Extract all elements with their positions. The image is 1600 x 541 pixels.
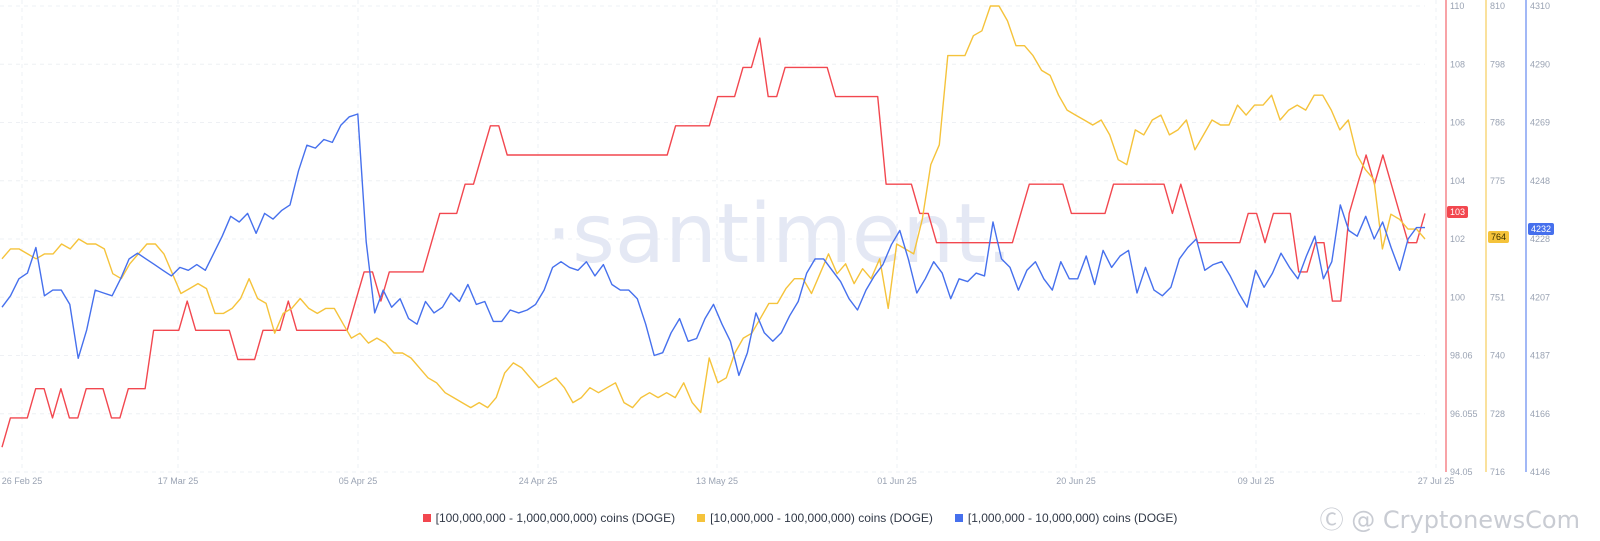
- y-tick-label-blue: 4228: [1530, 234, 1550, 244]
- grid: [0, 0, 1437, 473]
- legend: [100,000,000 - 1,000,000,000) coins (DOG…: [0, 511, 1600, 525]
- legend-item-yellow[interactable]: [10,000,000 - 100,000,000) coins (DOGE): [697, 511, 933, 525]
- legend-label-blue: [1,000,000 - 10,000,000) coins (DOGE): [967, 511, 1178, 525]
- current-value-blue: 4232: [1528, 223, 1555, 235]
- y-tick-label-yellow: 798: [1490, 59, 1505, 69]
- y-tick-label-blue: 4146: [1530, 467, 1550, 477]
- credit: Ⓒ @ CryptonewsCom: [1319, 506, 1580, 534]
- current-value-yellow: 764: [1488, 231, 1510, 243]
- x-tick-label: 26 Feb 25: [2, 476, 43, 486]
- y-tick-label-blue: 4166: [1530, 409, 1550, 419]
- legend-swatch-yellow: [697, 514, 706, 522]
- x-tick-label: 20 Jun 25: [1056, 476, 1096, 486]
- legend-item-blue[interactable]: [1,000,000 - 10,000,000) coins (DOGE): [954, 511, 1178, 525]
- y-tick-label-yellow: 786: [1490, 118, 1505, 128]
- x-tick-label: 05 Apr 25: [339, 476, 378, 486]
- watermark: ·santiment.: [546, 187, 1012, 282]
- y-tick-label-blue: 4290: [1530, 59, 1550, 69]
- x-tick-label: 24 Apr 25: [519, 476, 558, 486]
- y-tick-label-red: 94.05: [1450, 467, 1473, 477]
- x-tick-label: 09 Jul 25: [1238, 476, 1275, 486]
- y-tick-label-yellow: 775: [1490, 176, 1505, 186]
- y-tick-label-blue: 4187: [1530, 351, 1550, 361]
- y-tick-label-yellow: 740: [1490, 351, 1505, 361]
- legend-label-red: [100,000,000 - 1,000,000,000) coins (DOG…: [435, 511, 676, 525]
- series-line-red: [1, 37, 1426, 448]
- x-tick-label: 01 Jun 25: [877, 476, 917, 486]
- y-tick-label-blue: 4269: [1530, 118, 1550, 128]
- legend-label-yellow: [10,000,000 - 100,000,000) coins (DOGE): [710, 511, 933, 525]
- y-tick-label-red: 96.055: [1450, 409, 1478, 419]
- x-tick-label: 17 Mar 25: [158, 476, 199, 486]
- y-tick-label-red: 100: [1450, 292, 1465, 302]
- legend-swatch-red: [422, 514, 431, 522]
- legend-swatch-blue: [954, 514, 963, 522]
- y-tick-label-red: 110: [1450, 1, 1464, 11]
- series-line-blue: [1, 113, 1425, 377]
- series-layer: [1, 5, 1426, 448]
- series-line-yellow: [1, 5, 1426, 414]
- y-tick-label-blue: 4310: [1530, 1, 1550, 11]
- y-tick-label-yellow: 728: [1490, 409, 1505, 419]
- y-tick-label-red: 106: [1450, 118, 1465, 128]
- y-tick-label-red: 102: [1450, 234, 1465, 244]
- y-tick-label-blue: 4248: [1530, 176, 1550, 186]
- y-tick-label-red: 108: [1450, 59, 1465, 69]
- y-tick-label-red: 104: [1450, 176, 1465, 186]
- y-tick-label-yellow: 716: [1490, 467, 1505, 477]
- y-tick-label-blue: 4207: [1530, 292, 1550, 302]
- x-tick-label: 27 Jul 25: [1418, 476, 1455, 486]
- y-tick-label-yellow: 810: [1490, 1, 1505, 11]
- current-value-red: 103: [1447, 206, 1469, 218]
- x-tick-label: 13 May 25: [696, 476, 738, 486]
- y-tick-label-yellow: 751: [1490, 292, 1505, 302]
- legend-item-red[interactable]: [100,000,000 - 1,000,000,000) coins (DOG…: [422, 511, 676, 525]
- y-tick-label-red: 98.06: [1450, 351, 1473, 361]
